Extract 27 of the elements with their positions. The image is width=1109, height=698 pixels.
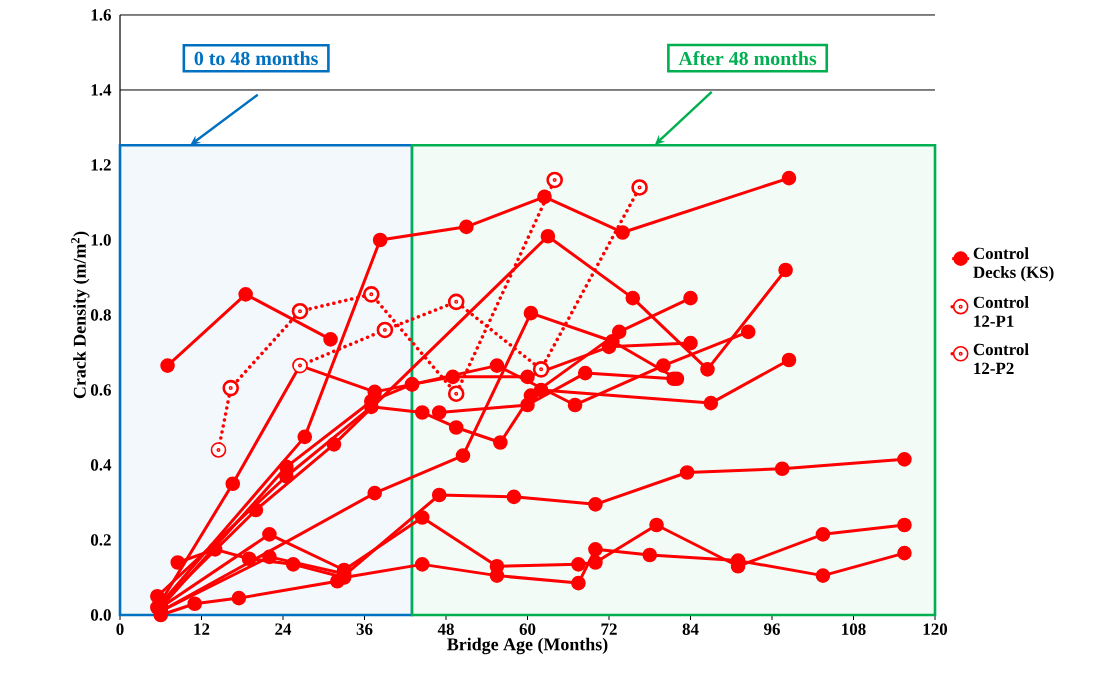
y-tick-label: 0.4 (90, 459, 112, 471)
y-tick-label: 1.6 (91, 9, 111, 21)
x-tick-label: 108 (842, 623, 866, 635)
x-tick-label: 60 (519, 623, 536, 635)
x-tick-label: 36 (356, 623, 373, 635)
legend-label: Control 12-P1 (973, 296, 1029, 327)
legend-label: Control 12-P2 (973, 343, 1029, 374)
x-axis-title: Bridge Age (Months) (447, 637, 608, 655)
y-axis-title: Crack Density (m/m$^{2}$) (71, 231, 90, 399)
x-tick-label: 84 (682, 623, 699, 635)
x-tick-label: 0 (116, 623, 124, 635)
x-tick-label: 72 (601, 623, 617, 635)
y-tick-label: 1.2 (91, 159, 111, 171)
x-tick-label: 24 (275, 623, 292, 635)
y-tick-label: 0.2 (90, 534, 111, 546)
y-tick-label: 0.6 (90, 384, 111, 396)
y-tick-label: 0.8 (90, 309, 111, 321)
y-tick-label: 1.4 (91, 84, 112, 96)
annotation: After 48 months (678, 51, 817, 66)
legend-label: Control Decks (KS) (973, 247, 1054, 282)
y-tick-label: 1.0 (91, 234, 111, 246)
annotation: 0 to 48 months (194, 51, 318, 66)
y-tick-label: 0.0 (90, 609, 111, 621)
x-tick-label: 96 (764, 623, 780, 635)
x-tick-label: 12 (194, 623, 210, 635)
x-tick-label: 48 (437, 623, 454, 635)
x-tick-label: 120 (923, 623, 948, 635)
